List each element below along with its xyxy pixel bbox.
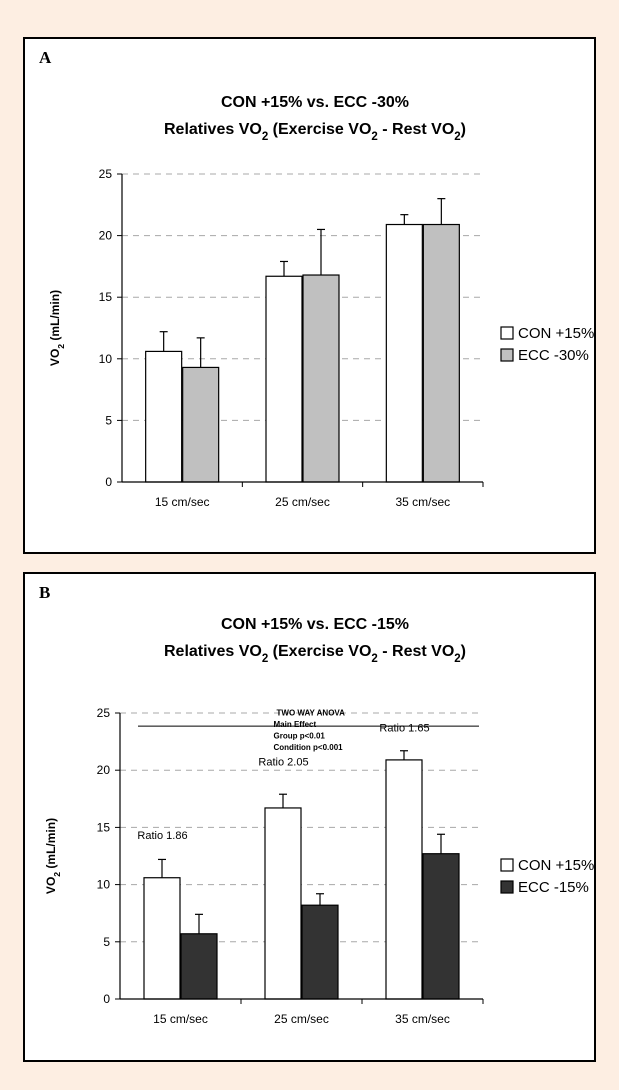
chart-subtitle: Relatives VO2 (Exercise VO2 - Rest VO2) bbox=[164, 121, 466, 143]
text-part: Relatives VO bbox=[164, 643, 262, 660]
text-part: - Rest VO bbox=[378, 121, 454, 138]
y-tick-label: 5 bbox=[105, 413, 112, 427]
legend-label: ECC -15% bbox=[518, 879, 589, 896]
chart-subtitle: Relatives VO2 (Exercise VO2 - Rest VO2) bbox=[164, 643, 466, 665]
chart-panel-a: A CON +15% vs. ECC -30% Relatives VO2 (Exe… bbox=[23, 37, 596, 554]
ratio-annotation: Ratio 1.65 bbox=[379, 722, 429, 734]
ratio-annotation: Ratio 1.86 bbox=[137, 830, 187, 842]
subscript: 2 bbox=[454, 131, 460, 143]
y-tick-label: 20 bbox=[97, 763, 111, 777]
y-tick-label: 20 bbox=[99, 229, 113, 243]
bar-con bbox=[385, 223, 423, 483]
anova-text: Group p<0.01 bbox=[274, 731, 326, 740]
chart-panel-b: B CON +15% vs. ECC -15% Relatives VO2 (Exe… bbox=[23, 572, 596, 1062]
bar-con bbox=[143, 877, 181, 1000]
anova-text: TWO WAY ANOVA bbox=[277, 708, 346, 717]
y-tick-label: 10 bbox=[97, 878, 111, 892]
subscript: 2 bbox=[52, 872, 62, 877]
x-tick-label: 25 cm/sec bbox=[275, 495, 330, 509]
bar-ecc bbox=[180, 933, 218, 1000]
bar-con bbox=[264, 807, 302, 1000]
y-tick-label: 15 bbox=[97, 820, 111, 834]
x-tick-label: 35 cm/sec bbox=[395, 1012, 450, 1026]
bar-ecc bbox=[182, 366, 220, 483]
panel-label: A bbox=[39, 48, 52, 67]
legend-label: CON +15% bbox=[518, 325, 594, 342]
subscript: 2 bbox=[371, 653, 377, 665]
y-tick-label: 25 bbox=[97, 706, 111, 720]
y-tick-label: 25 bbox=[99, 167, 113, 181]
text-part: VO bbox=[48, 349, 62, 366]
text-part: ) bbox=[461, 121, 466, 138]
y-tick-label: 0 bbox=[105, 475, 112, 489]
ratio-annotation: Ratio 2.05 bbox=[258, 757, 308, 769]
subscript: 2 bbox=[56, 344, 66, 349]
legend-swatch bbox=[500, 326, 514, 340]
chart-title: CON +15% vs. ECC -15% bbox=[221, 616, 409, 633]
anova-text-bg bbox=[270, 741, 357, 752]
anova-text: Main Effect bbox=[274, 720, 317, 729]
subscript: 2 bbox=[371, 131, 377, 143]
x-tick-label: 25 cm/sec bbox=[274, 1012, 329, 1026]
bar-con bbox=[265, 275, 303, 483]
x-tick-label: 35 cm/sec bbox=[395, 495, 450, 509]
x-tick-label: 15 cm/sec bbox=[155, 495, 210, 509]
y-axis-label: VO2 (mL/min) bbox=[44, 818, 62, 894]
subscript: 2 bbox=[262, 653, 268, 665]
anova-text: Condition p<0.001 bbox=[274, 743, 344, 752]
legend-swatch bbox=[500, 880, 514, 894]
text-part: - Rest VO bbox=[378, 643, 454, 660]
y-tick-label: 10 bbox=[99, 352, 113, 366]
bar-con bbox=[385, 759, 423, 1000]
text-part: Relatives VO bbox=[164, 121, 262, 138]
text-part: ) bbox=[461, 643, 466, 660]
bar-ecc bbox=[422, 223, 460, 483]
bar-con bbox=[145, 350, 183, 483]
y-axis-label: VO2 (mL/min) bbox=[48, 290, 66, 366]
text-part: VO bbox=[44, 877, 58, 894]
panel-label: B bbox=[39, 583, 50, 602]
bar-ecc bbox=[301, 904, 339, 1000]
legend-label: CON +15% bbox=[518, 857, 594, 874]
legend-label: ECC -30% bbox=[518, 347, 589, 364]
text-part: (mL/min) bbox=[48, 290, 62, 344]
bar-ecc bbox=[422, 853, 460, 1000]
chart-title: CON +15% vs. ECC -30% bbox=[221, 94, 409, 111]
legend-swatch bbox=[500, 858, 514, 872]
subscript: 2 bbox=[262, 131, 268, 143]
x-tick-label: 15 cm/sec bbox=[153, 1012, 208, 1026]
y-tick-label: 15 bbox=[99, 290, 113, 304]
subscript: 2 bbox=[454, 653, 460, 665]
text-part: (Exercise VO bbox=[268, 643, 371, 660]
legend-swatch bbox=[500, 348, 514, 362]
text-part: (Exercise VO bbox=[268, 121, 371, 138]
y-tick-label: 5 bbox=[103, 935, 110, 949]
anova-text-bg bbox=[270, 730, 357, 741]
text-part: (mL/min) bbox=[44, 818, 58, 872]
y-tick-label: 0 bbox=[103, 992, 110, 1006]
bar-ecc bbox=[302, 274, 340, 483]
